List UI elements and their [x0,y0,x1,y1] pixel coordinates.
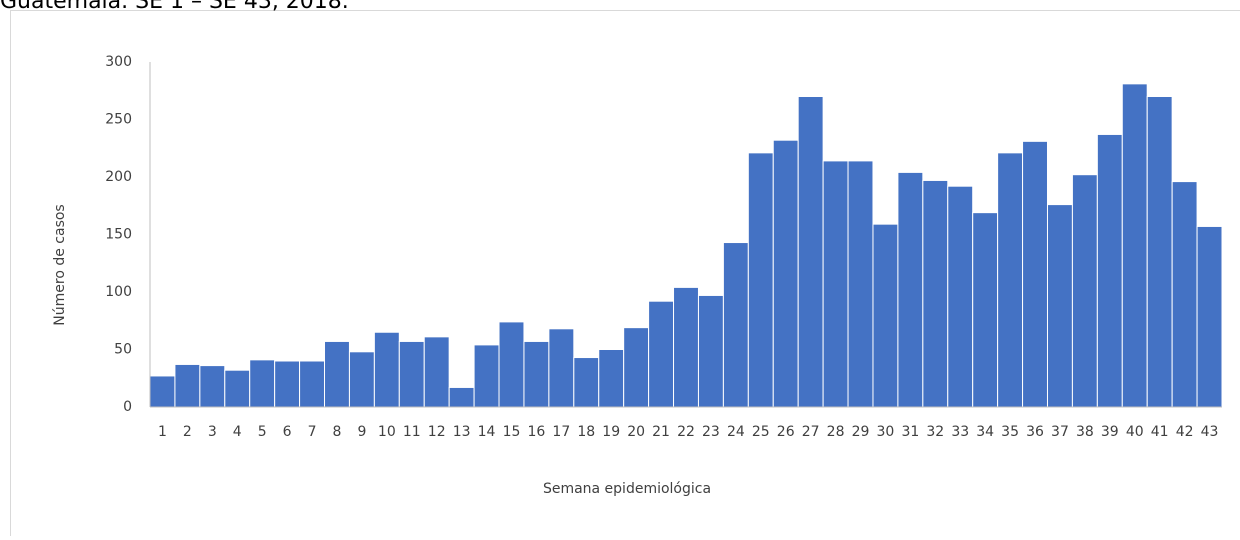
x-tick-label: 32 [926,424,944,440]
x-tick-label: 1 [158,424,167,440]
bar [1097,134,1122,407]
x-tick-label: 7 [308,424,317,440]
chart-title: Guatemala. SE 1 – SE 43, 2018. [0,0,349,14]
x-tick-label: 13 [453,424,471,440]
x-tick-label: 21 [652,424,670,440]
x-tick-label: 14 [478,424,496,440]
bar [1023,141,1048,407]
y-tick-label: 150 [105,227,132,243]
x-tick-label: 6 [283,424,292,440]
x-tick-label: 8 [333,424,342,440]
x-tick-label: 33 [951,424,969,440]
bar [1172,182,1197,407]
bar [1122,84,1147,407]
y-tick-label: 200 [105,169,132,185]
x-tick-label: 43 [1201,424,1219,440]
x-tick-label: 27 [802,424,820,440]
x-tick-label: 20 [627,424,645,440]
x-tick-label: 38 [1076,424,1094,440]
y-tick-label: 100 [105,284,132,300]
x-tick-label: 23 [702,424,720,440]
bar [1147,97,1172,408]
x-tick-label: 37 [1051,424,1069,440]
bar [349,352,374,407]
bar [524,341,549,407]
x-tick-label: 22 [677,424,695,440]
bar [150,376,175,407]
bar [499,322,524,407]
bar [200,366,225,407]
bar [898,172,923,407]
bar [374,332,399,407]
x-tick-label: 34 [976,424,994,440]
bar [599,350,624,408]
bar [399,341,424,407]
x-tick-label: 41 [1151,424,1169,440]
x-tick-label: 36 [1026,424,1044,440]
x-tick-label: 28 [827,424,845,440]
x-tick-label: 25 [752,424,770,440]
bar [275,361,300,407]
bar [748,153,773,407]
y-tick-label: 50 [114,342,132,358]
bar [698,295,723,407]
x-tick-label: 12 [428,424,446,440]
x-tick-label: 31 [901,424,919,440]
bar [424,337,449,407]
x-tick-label: 42 [1176,424,1194,440]
x-tick-label: 15 [503,424,521,440]
bar [624,328,649,407]
bar [1047,205,1072,407]
x-tick-label: 11 [403,424,421,440]
bar [449,387,474,407]
bar [674,287,699,407]
x-tick-label: 24 [727,424,745,440]
x-tick-label: 35 [1001,424,1019,440]
bar [225,370,250,407]
bar [973,213,998,407]
x-tick-label: 40 [1126,424,1144,440]
x-tick-label: 39 [1101,424,1119,440]
y-tick-label: 0 [123,399,132,415]
bar [823,161,848,407]
bar [474,345,499,407]
x-tick-label: 29 [852,424,870,440]
x-tick-label: 3 [208,424,217,440]
bar [773,140,798,407]
bar [549,329,574,407]
x-tick-label: 30 [877,424,895,440]
bar [948,186,973,407]
bar [250,360,275,407]
bar [1197,226,1222,407]
bar [300,361,325,407]
bar [1072,175,1097,407]
x-tick-label: 2 [183,424,192,440]
x-tick-label: 17 [552,424,570,440]
x-tick-label: 5 [258,424,267,440]
bar [325,341,350,407]
x-tick-label: 9 [357,424,366,440]
x-axis-label: Semana epidemiológica [543,481,711,497]
y-tick-label: 300 [105,54,132,70]
x-tick-label: 26 [777,424,795,440]
bar [723,243,748,407]
y-axis-label: Número de casos [52,204,68,325]
bar [923,180,948,407]
bar [848,161,873,407]
bar [574,358,599,407]
bar [873,224,898,407]
bar [998,153,1023,407]
bar [175,364,200,407]
y-tick-label: 250 [105,112,132,128]
x-tick-label: 19 [602,424,620,440]
x-tick-label: 16 [528,424,546,440]
x-tick-label: 18 [577,424,595,440]
x-tick-label: 10 [378,424,396,440]
x-tick-label: 4 [233,424,242,440]
bar [649,301,674,407]
bar [798,97,823,408]
